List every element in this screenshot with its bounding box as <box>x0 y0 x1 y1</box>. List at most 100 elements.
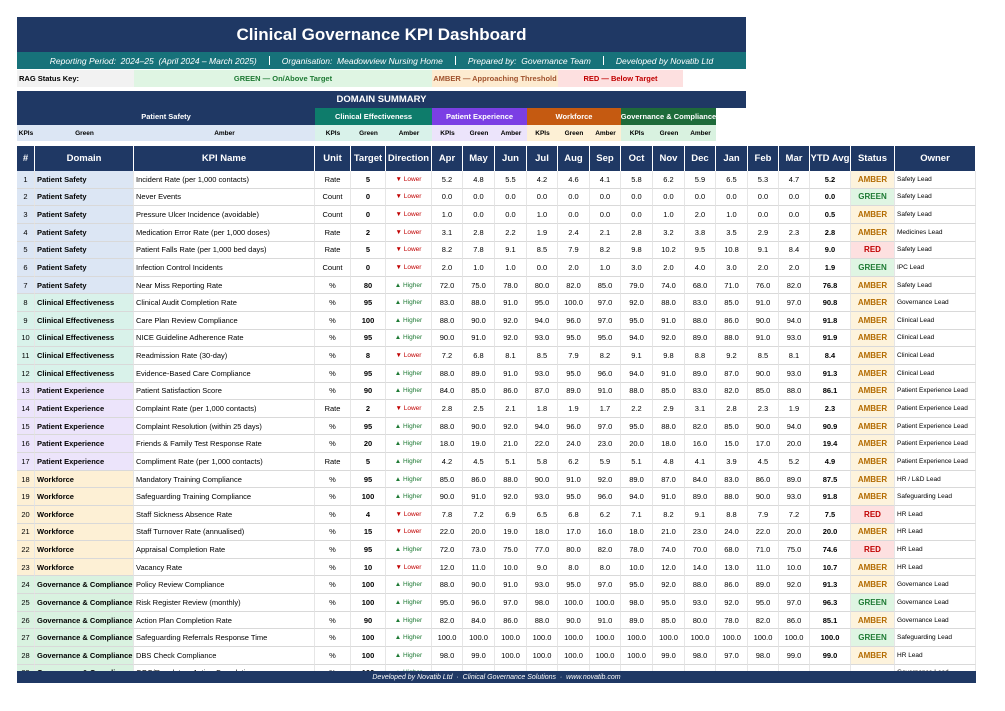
cell: 4.8 <box>463 171 495 189</box>
cell: 4.0 <box>685 259 716 277</box>
cell: Patient Satisfaction Score <box>134 382 315 401</box>
cell: % <box>315 382 351 401</box>
cell: 0.0 <box>463 206 495 224</box>
cell: 77.0 <box>527 541 558 559</box>
cell: 98.0 <box>432 647 463 665</box>
subtitle-part: Prepared by: Governance Team <box>467 55 591 66</box>
cell: Compliment Rate (per 1,000 contacts) <box>134 453 315 471</box>
cell: 0.0 <box>621 206 653 224</box>
cell: Governance & Compliance <box>35 647 134 665</box>
cell: 10.0 <box>779 558 810 577</box>
cell: 5.3 <box>748 171 779 189</box>
cell: 83.0 <box>432 294 463 313</box>
status-cell: AMBER <box>851 417 895 436</box>
cell: 19.0 <box>463 435 495 454</box>
cell: 19.0 <box>495 523 527 542</box>
cell: 1.0 <box>716 206 748 224</box>
cell: 20.0 <box>779 435 810 454</box>
cell: 95.0 <box>621 312 653 330</box>
cell: ▼ Lower <box>386 523 432 542</box>
cell: 100.0 <box>432 629 463 647</box>
cell: HR Lead <box>895 558 976 577</box>
cell: 91.0 <box>653 364 685 383</box>
cell: 2.0 <box>748 259 779 277</box>
cell: 90.0 <box>432 329 463 348</box>
cell: Care Plan Review Compliance <box>134 312 315 330</box>
domain-header: Clinical Effectiveness <box>315 108 432 125</box>
cell: 4.9 <box>810 453 851 471</box>
cell: Medication Error Rate (per 1,000 doses) <box>134 223 315 242</box>
cell: 100.0 <box>558 594 590 612</box>
cell: 5 <box>17 241 35 260</box>
status-cell: AMBER <box>851 347 895 365</box>
cell: Patient Safety <box>35 206 134 224</box>
cell: 94.0 <box>527 312 558 330</box>
cell: Safety Lead <box>895 188 976 207</box>
cell: 8.2 <box>590 241 621 260</box>
cell: Policy Review Compliance <box>134 576 315 595</box>
cell: ▼ Lower <box>386 223 432 242</box>
cell: 16.0 <box>590 523 621 542</box>
cell: 0.0 <box>653 188 685 207</box>
cell: % <box>315 664 351 671</box>
cell: 0.0 <box>527 259 558 277</box>
cell: 9.2 <box>716 347 748 365</box>
cell: 100.0 <box>685 629 716 647</box>
cell: 75.0 <box>495 541 527 559</box>
cell: 8.0 <box>558 558 590 577</box>
cell: 86.0 <box>495 611 527 630</box>
cell: CQC/Regulatory Action Completion <box>134 664 315 671</box>
cell: 85.0 <box>590 276 621 295</box>
cell: 0.0 <box>495 206 527 224</box>
cell: 89.0 <box>685 329 716 348</box>
cell: 89.0 <box>748 576 779 595</box>
cell: 86.0 <box>779 611 810 630</box>
cell: 2.3 <box>748 400 779 418</box>
cell: 90.9 <box>810 417 851 436</box>
cell: 86.1 <box>810 382 851 401</box>
cell: 8 <box>351 347 386 365</box>
cell: 9.8 <box>653 347 685 365</box>
status-cell: GREEN <box>851 259 895 277</box>
cell: 93.0 <box>527 329 558 348</box>
summary-col-label: Amber <box>685 125 716 141</box>
cell: 4.7 <box>779 171 810 189</box>
cell: 13.0 <box>716 558 748 577</box>
cell: 2.0 <box>653 259 685 277</box>
cell: 10.7 <box>810 558 851 577</box>
cell: 20.0 <box>810 523 851 542</box>
cell: ▲ Higher <box>386 329 432 348</box>
cell: Vacancy Rate <box>134 558 315 577</box>
cell: ▲ Higher <box>386 488 432 506</box>
cell: 8.2 <box>590 347 621 365</box>
cell: Readmission Rate (30-day) <box>134 347 315 365</box>
column-header: Jun <box>495 146 527 171</box>
cell: 91.0 <box>653 488 685 506</box>
cell: 82.0 <box>716 382 748 401</box>
cell: Rate <box>315 223 351 242</box>
status-cell: AMBER <box>851 364 895 383</box>
cell: Workforce <box>35 505 134 524</box>
status-cell: GREEN <box>851 594 895 612</box>
column-header: Dec <box>685 146 716 171</box>
cell: 14.0 <box>685 558 716 577</box>
cell: 91.0 <box>748 294 779 313</box>
cell: DBS Check Compliance <box>134 647 315 665</box>
cell: 8.5 <box>527 241 558 260</box>
cell: Action Plan Completion Rate <box>134 611 315 630</box>
domain-header: Patient Experience <box>432 108 527 125</box>
cell: Incident Rate (per 1,000 contacts) <box>134 171 315 189</box>
cell: ▼ Lower <box>386 400 432 418</box>
cell: 72.0 <box>432 276 463 295</box>
cell: HR Lead <box>895 647 976 665</box>
summary-col-label: Green <box>35 125 134 141</box>
cell: 100.0 <box>558 647 590 665</box>
cell: 100 <box>351 594 386 612</box>
cell: 2.3 <box>810 400 851 418</box>
cell: 8.1 <box>495 347 527 365</box>
cell: 0.0 <box>432 188 463 207</box>
cell: 98.0 <box>685 647 716 665</box>
cell: 1.0 <box>653 206 685 224</box>
cell: 1.0 <box>463 259 495 277</box>
cell: 9.1 <box>621 347 653 365</box>
